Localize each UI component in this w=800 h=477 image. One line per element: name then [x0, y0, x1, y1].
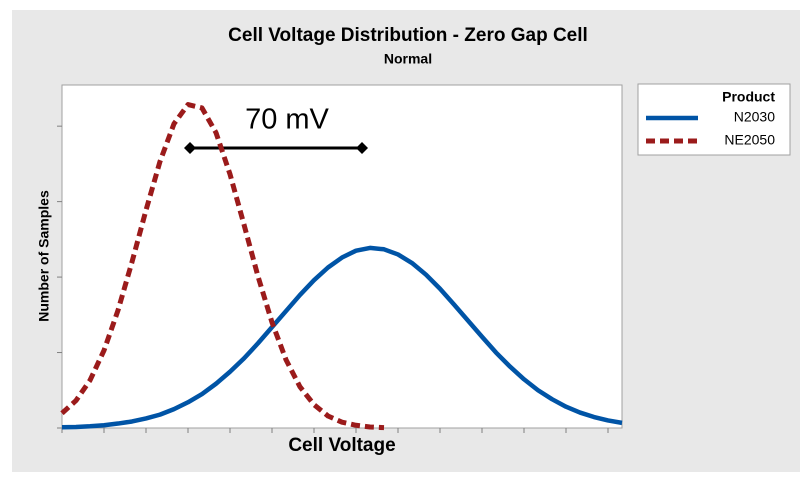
chart-title: Cell Voltage Distribution - Zero Gap Cel…: [228, 25, 588, 46]
chart-subtitle: Normal: [384, 51, 432, 67]
legend-title: Product: [722, 89, 775, 105]
annotation: 70 mV: [245, 104, 329, 136]
series-line: [60, 102, 385, 431]
series-line: [61, 245, 623, 430]
annotation-end: [356, 142, 368, 154]
legend-label: N2030: [734, 109, 775, 125]
annotation-end: [184, 142, 196, 154]
x-axis-label: Cell Voltage: [288, 435, 395, 456]
legend-label: NE2050: [724, 132, 775, 148]
y-axis-label: Number of Samples: [36, 190, 52, 322]
